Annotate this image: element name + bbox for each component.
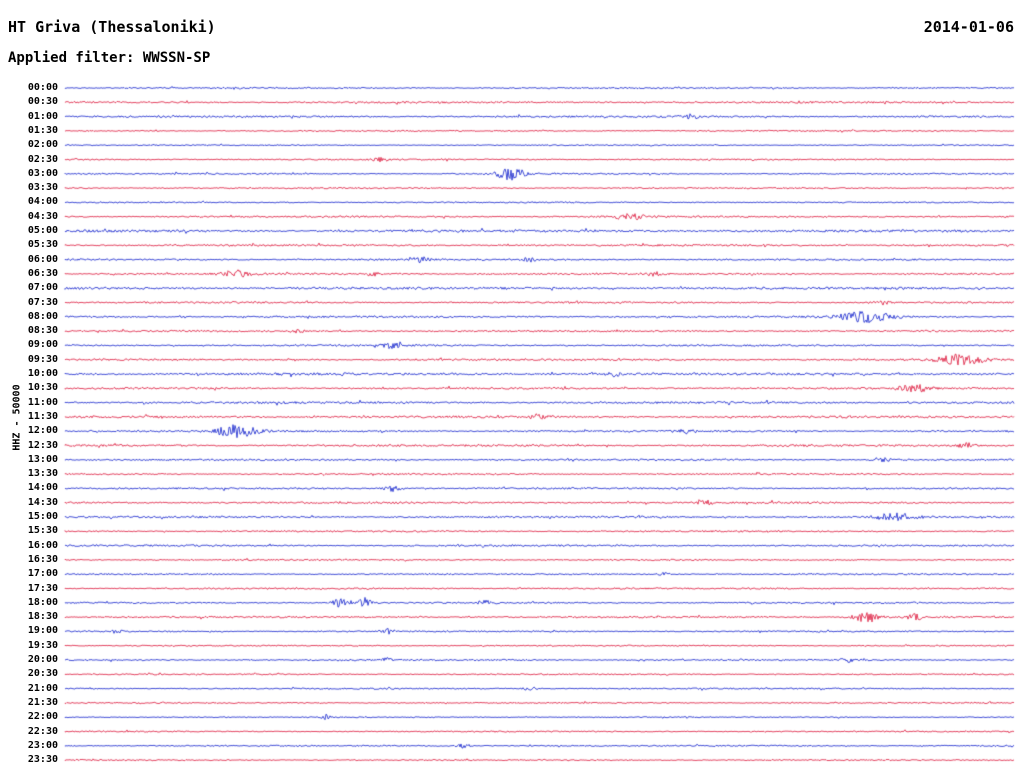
time-label: 00:00 xyxy=(27,82,58,93)
time-label: 00:30 xyxy=(27,96,58,108)
time-label: 08:00 xyxy=(27,310,58,322)
time-label: 15:30 xyxy=(27,525,58,537)
time-label: 10:00 xyxy=(27,368,58,379)
time-label: 19:30 xyxy=(27,639,58,651)
time-label: 19:00 xyxy=(27,625,58,637)
time-label: 23:30 xyxy=(27,754,58,766)
time-label: 16:30 xyxy=(27,553,58,565)
time-label: 01:00 xyxy=(27,110,58,122)
time-label: 02:00 xyxy=(27,139,58,151)
time-label: 06:30 xyxy=(27,267,58,279)
time-label: 03:30 xyxy=(27,182,58,194)
time-label: 18:00 xyxy=(27,596,58,608)
time-label: 22:00 xyxy=(27,711,58,723)
time-label: 16:00 xyxy=(27,539,58,551)
time-label: 07:00 xyxy=(27,282,58,294)
time-label: 14:00 xyxy=(27,482,58,494)
time-label: 14:30 xyxy=(27,496,58,508)
time-label: 09:00 xyxy=(27,339,58,351)
time-label: 08:30 xyxy=(27,325,58,337)
time-label: 13:00 xyxy=(27,453,58,465)
time-label: 05:30 xyxy=(27,239,58,251)
time-label: 09:30 xyxy=(27,353,58,365)
time-label: 01:30 xyxy=(27,124,58,136)
time-label: 18:30 xyxy=(27,611,58,623)
time-label: 22:30 xyxy=(27,725,58,737)
time-label: 06:00 xyxy=(27,253,58,265)
time-label: 20:00 xyxy=(27,654,58,665)
time-label: 23:00 xyxy=(27,739,58,751)
time-label: 11:30 xyxy=(27,410,58,422)
time-label: 10:30 xyxy=(27,382,58,394)
time-label: 20:30 xyxy=(27,668,58,680)
time-label: 15:00 xyxy=(27,511,58,522)
time-label: 03:00 xyxy=(27,167,58,179)
time-label: 05:00 xyxy=(27,225,58,236)
time-label: 12:00 xyxy=(27,425,58,437)
time-label: 02:30 xyxy=(27,153,58,165)
time-label: 21:00 xyxy=(27,682,58,694)
time-label: 11:00 xyxy=(27,396,58,408)
time-label: 12:30 xyxy=(27,439,58,451)
time-label: 21:30 xyxy=(27,696,58,708)
time-label: 17:30 xyxy=(27,582,58,594)
time-label: 07:30 xyxy=(27,296,58,308)
time-label: 04:30 xyxy=(27,210,58,222)
time-label: 13:30 xyxy=(27,468,58,480)
time-label: 04:00 xyxy=(27,196,58,208)
time-label: 17:00 xyxy=(27,568,58,580)
